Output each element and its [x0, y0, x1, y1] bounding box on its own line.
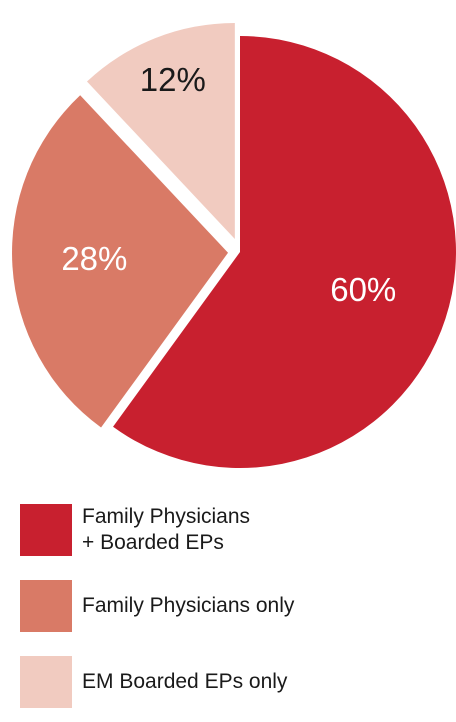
- legend-item-family-physicians-boarded-eps: Family Physicians + Boarded EPs: [20, 494, 440, 570]
- pie-chart: 60% 28% 12%: [12, 22, 456, 468]
- pie-slice-label-1: 28%: [61, 240, 127, 277]
- legend: Family Physicians + Boarded EPs Family P…: [20, 494, 440, 722]
- pie-slice-2: [86, 22, 235, 239]
- legend-item-family-physicians-only: Family Physicians only: [20, 570, 440, 646]
- legend-swatch-0: [20, 504, 72, 556]
- legend-swatch-1: [20, 580, 72, 632]
- legend-swatch-2: [20, 656, 72, 708]
- legend-label-1: Family Physicians only: [82, 594, 295, 617]
- legend-label-2: EM Boarded EPs only: [82, 670, 288, 693]
- pie-slices: [12, 22, 456, 468]
- pie-slice-label-2: 12%: [140, 61, 206, 98]
- pie-slice-label-0: 60%: [330, 271, 396, 308]
- legend-label-0: Family Physicians + Boarded EPs: [82, 505, 251, 554]
- pie-slice-0: [113, 36, 456, 468]
- pie-slice-1: [12, 95, 229, 428]
- pie-slice-labels: 60% 28% 12%: [61, 61, 396, 308]
- legend-item-em-boarded-eps-only: EM Boarded EPs only: [20, 646, 440, 722]
